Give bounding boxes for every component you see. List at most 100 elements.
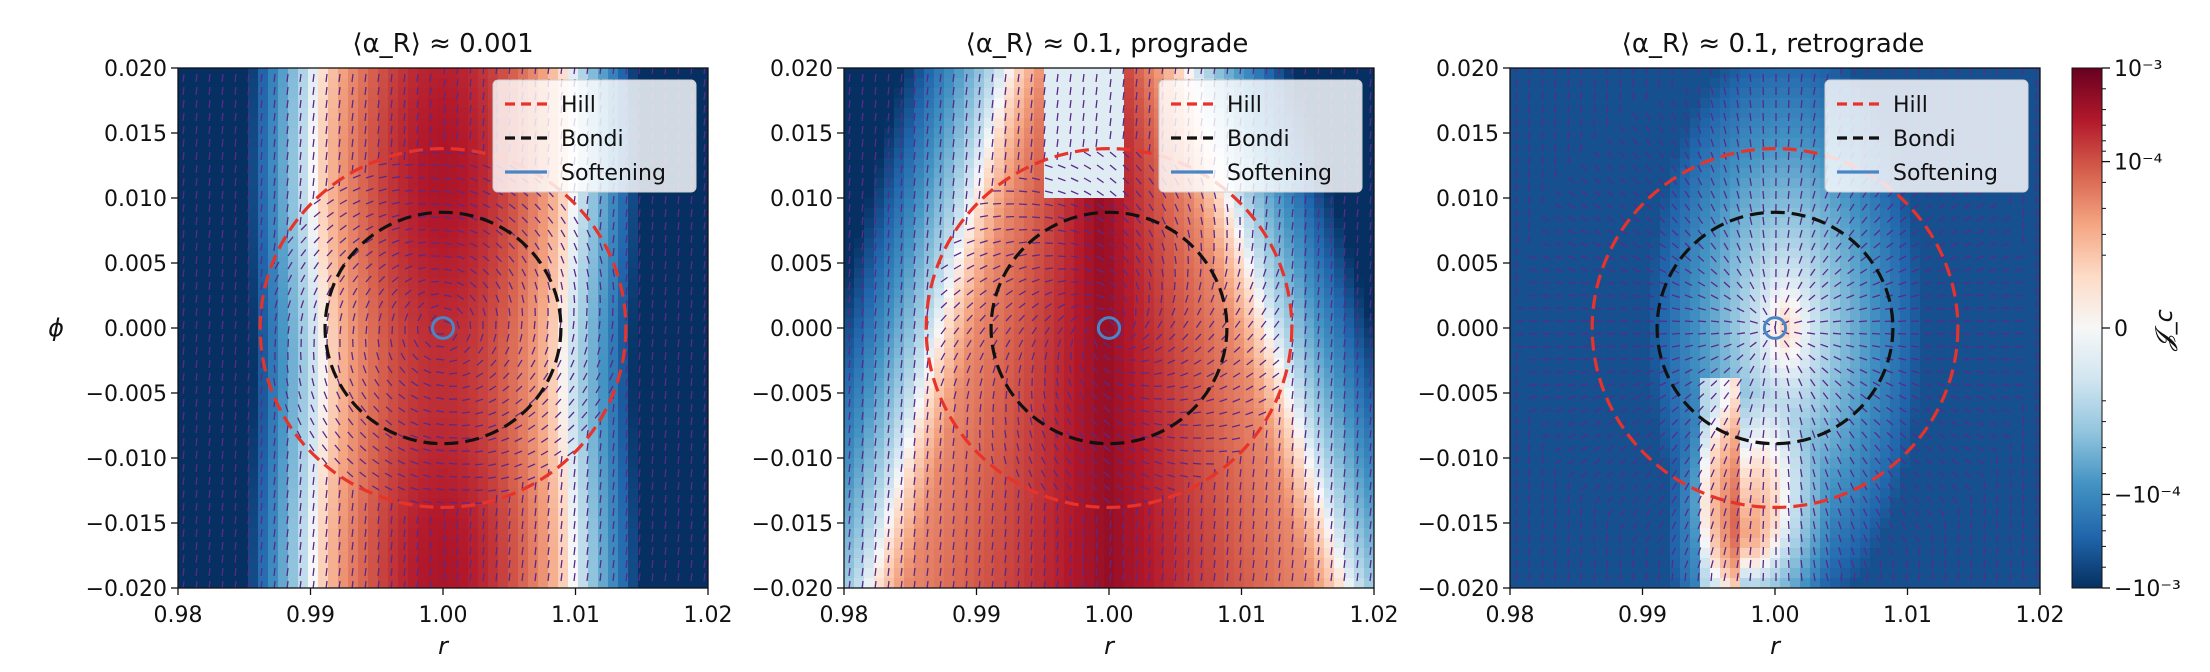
vector-arrow [690,209,693,218]
vector-arrow [690,352,693,361]
heatmap-cell [468,408,479,419]
vector-arrow [456,573,459,582]
heatmap-cell [628,368,639,379]
heatmap-cell [208,318,219,329]
heatmap-cell [934,108,945,119]
heatmap-cell [188,208,199,219]
heatmap-cell [548,458,559,469]
vector-arrow [404,176,414,179]
heatmap-cell [1354,68,1365,79]
heatmap-cell [548,258,559,269]
heatmap-cell [458,178,469,189]
heatmap-cell [1034,148,1045,159]
vector-arrow [221,99,224,108]
heatmap-cell [578,528,589,539]
heatmap-cell [178,78,189,89]
vector-arrow [404,240,413,244]
heatmap-cell [1064,78,1075,89]
heatmap-cell [188,448,199,459]
heatmap-cell [358,148,369,159]
heatmap-cell [278,68,289,79]
heatmap-cell [358,158,369,169]
heatmap-cell [438,148,449,159]
vector-arrow [352,275,359,283]
vector-arrow [195,281,198,290]
vector-arrow [365,325,368,335]
vector-arrow [390,515,393,524]
heatmap-cell [348,88,359,99]
vector-arrow [595,372,601,381]
heatmap-cell [408,128,419,139]
vector-arrow [560,68,563,75]
heatmap-cell [508,388,519,399]
vector-arrow [273,463,276,472]
heatmap-cell [358,408,369,419]
heatmap-cell [628,438,639,449]
vector-arrow [586,547,589,556]
vector-arrow [375,365,380,374]
heatmap-cell [618,358,629,369]
heatmap-cell [428,138,439,149]
heatmap-cell [658,528,669,539]
heatmap-cell [568,438,579,449]
heatmap-cell [688,468,699,479]
vector-arrow [325,112,328,121]
heatmap-cell [658,388,669,399]
vector-arrow [495,508,498,517]
heatmap-cell [178,548,189,559]
heatmap-cell [408,428,419,439]
vector-arrow [351,489,354,498]
heatmap-cell [458,238,469,249]
heatmap-cell [428,268,439,279]
heatmap-cell [638,528,649,539]
heatmap-cell [1044,138,1055,149]
heatmap-cell [598,388,609,399]
heatmap-cell [308,318,319,329]
heatmap-cell [438,448,449,459]
heatmap-cell [428,198,439,209]
heatmap-cell [658,428,669,439]
heatmap-cell [688,248,699,259]
vector-arrow [690,261,693,270]
heatmap-cell [1104,88,1115,99]
heatmap-cell [478,388,489,399]
heatmap-cell [598,578,609,588]
heatmap-cell [568,378,579,389]
vector-arrow [182,398,185,407]
heatmap-cell [218,158,229,169]
heatmap-cell [298,578,309,588]
vector-arrow [573,534,576,543]
heatmap-cell [348,98,359,109]
heatmap-cell [448,448,459,459]
heatmap-cell [1124,68,1135,79]
heatmap-cell [688,418,699,429]
heatmap-cell [488,468,499,479]
heatmap-cell [558,438,569,449]
vector-arrow [325,515,328,524]
heatmap-cell [198,568,209,579]
heatmap-cell [1024,128,1035,139]
heatmap-cell [418,468,429,479]
heatmap-cell [178,238,189,249]
heatmap-cell [398,438,409,449]
vector-arrow [260,138,263,147]
heatmap-cell [618,388,629,399]
heatmap-cell [468,98,479,109]
heatmap-cell [428,88,439,99]
heatmap-cell [398,428,409,439]
heatmap-cell [498,478,509,489]
heatmap-cell [698,478,708,489]
vector-arrow [338,138,341,147]
heatmap-cell [488,298,499,309]
vector-arrow [625,508,628,517]
vector-arrow [508,216,516,223]
heatmap-cell [598,318,609,329]
vector-arrow [435,423,445,426]
vector-arrow [690,456,693,465]
vector-arrow [351,554,354,563]
heatmap-cell [1004,168,1015,179]
heatmap-cell [1044,78,1055,89]
vector-arrow [208,333,211,342]
heatmap-cell [628,288,639,299]
